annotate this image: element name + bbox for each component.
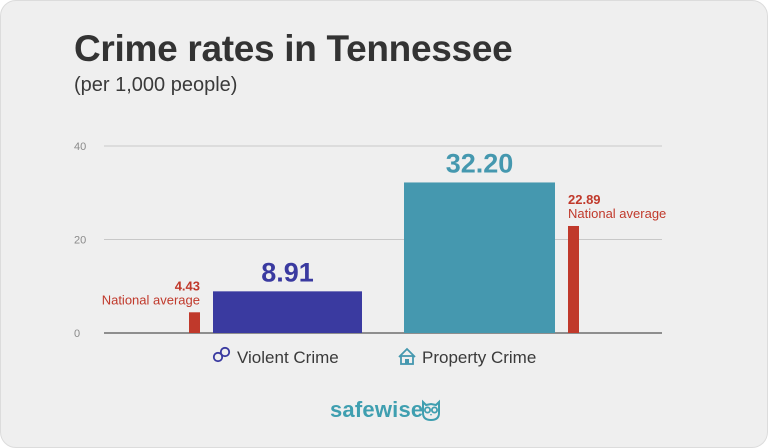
chart-title: Crime rates in Tennessee — [74, 28, 513, 69]
national-average-note: National average — [102, 292, 200, 307]
violent-crime-bar — [213, 291, 362, 333]
national-average-value: 4.43 — [175, 278, 200, 293]
y-tick-label: 40 — [74, 141, 86, 153]
handcuff-ring — [212, 351, 224, 363]
category-labels: Violent Crime Property Crime — [212, 346, 536, 367]
property-crime-bar — [404, 182, 555, 333]
bar-value-label: 8.91 — [261, 257, 314, 287]
house-icon — [398, 347, 416, 365]
house-roof — [398, 347, 416, 358]
owl-logo-icon — [422, 399, 440, 422]
category-label-property: Property Crime — [422, 348, 536, 367]
category-label-violent: Violent Crime — [237, 348, 339, 367]
handcuff-ring — [219, 346, 231, 358]
national-average-note: National average — [568, 206, 666, 221]
bar-value-label: 32.20 — [446, 148, 514, 178]
national-average-bar — [189, 312, 200, 333]
chart-subtitle: (per 1,000 people) — [74, 74, 238, 96]
national-average-value: 22.89 — [568, 192, 601, 207]
y-tick-label: 20 — [74, 235, 86, 247]
handcuffs-icon — [212, 346, 231, 363]
y-tick-label: 0 — [74, 328, 80, 340]
brand-logo-text: safewise — [330, 397, 424, 422]
house-door — [405, 359, 409, 364]
national-average-bar — [568, 225, 579, 333]
